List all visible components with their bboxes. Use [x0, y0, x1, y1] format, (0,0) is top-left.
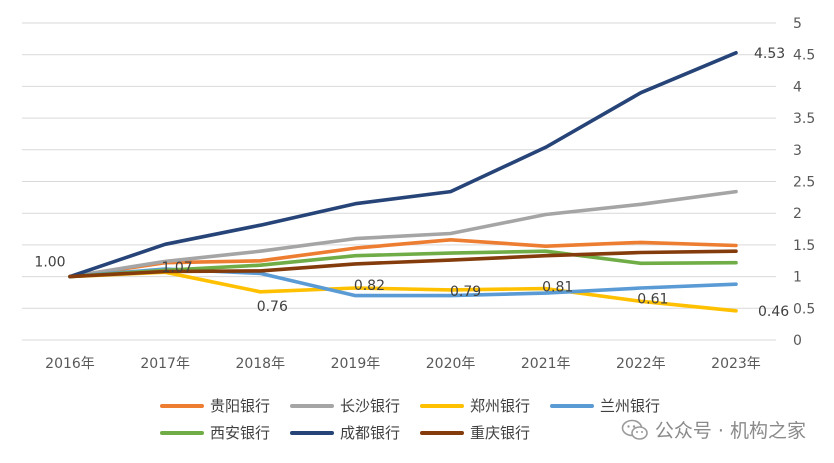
- legend-label: 兰州银行: [600, 397, 661, 415]
- legend-label: 成都银行: [340, 424, 401, 442]
- x-tick-label: 2021年: [521, 356, 571, 372]
- x-tick-label: 2018年: [235, 356, 285, 372]
- data-label: 0.46: [758, 304, 789, 320]
- series-line-6: [68, 50, 738, 279]
- y-tick-label: 1.5: [793, 238, 815, 254]
- y-tick-label: 3.5: [793, 111, 815, 127]
- y-tick-label: 3: [793, 143, 802, 159]
- legend: 贵阳银行 长沙银行 郑州银行 兰州银行西安银行 成都银行 重庆银行: [160, 392, 700, 446]
- watermark: 公众号 · 机构之家: [621, 416, 806, 443]
- legend-swatch: [290, 430, 334, 435]
- legend-item: 郑州银行: [420, 395, 546, 416]
- y-tick-label: 1: [793, 270, 802, 286]
- y-tick-label: 2.5: [793, 175, 815, 191]
- legend-item: 成都银行: [290, 422, 416, 443]
- x-tick-label: 2020年: [426, 356, 476, 372]
- y-tick-label: 2: [793, 206, 802, 222]
- legend-item: 兰州银行: [550, 395, 676, 416]
- legend-label: 长沙银行: [340, 397, 401, 415]
- legend-item: 贵阳银行: [160, 395, 286, 416]
- legend-label: 西安银行: [210, 424, 271, 442]
- y-tick-label: 0: [793, 333, 802, 349]
- data-label: 1.07: [162, 260, 193, 276]
- legend-swatch: [420, 403, 464, 408]
- series-line-5: [68, 249, 738, 279]
- series-line-1: [68, 238, 738, 279]
- x-tick-label: 2019年: [331, 356, 381, 372]
- legend-swatch: [160, 430, 204, 435]
- legend-item: 长沙银行: [290, 395, 416, 416]
- y-tick-label: 4.5: [793, 48, 815, 64]
- series-line-2: [68, 189, 738, 279]
- wechat-icon: [621, 419, 648, 440]
- legend-item: 重庆银行: [420, 422, 546, 443]
- legend-row: 西安银行 成都银行 重庆银行: [160, 419, 700, 446]
- series-line-7: [68, 249, 738, 279]
- legend-swatch: [160, 403, 204, 408]
- data-label: 0.81: [542, 280, 573, 296]
- legend-label: 郑州银行: [470, 397, 531, 415]
- legend-swatch: [420, 430, 464, 435]
- data-label: 4.53: [754, 46, 785, 62]
- legend-item: 西安银行: [160, 422, 286, 443]
- data-label: 0.79: [450, 284, 481, 300]
- data-label: 1.00: [34, 255, 65, 271]
- series-line-3: [68, 270, 738, 313]
- x-tick-label: 2023年: [711, 356, 761, 372]
- y-tick-label: 0.5: [793, 301, 815, 317]
- data-label: 0.76: [257, 299, 288, 315]
- y-tick-label: 5: [793, 16, 802, 32]
- data-label: 0.82: [354, 278, 385, 294]
- y-tick-label: 4: [793, 79, 802, 95]
- legend-label: 重庆银行: [470, 424, 531, 442]
- x-tick-label: 2016年: [45, 356, 95, 372]
- legend-swatch: [550, 403, 594, 408]
- data-label: 0.61: [637, 291, 668, 307]
- legend-row: 贵阳银行 长沙银行 郑州银行 兰州银行: [160, 392, 700, 419]
- watermark-text: 公众号 · 机构之家: [654, 420, 806, 442]
- legend-label: 贵阳银行: [210, 397, 271, 415]
- legend-swatch: [290, 403, 334, 408]
- x-tick-label: 2017年: [140, 356, 190, 372]
- x-tick-label: 2022年: [616, 356, 666, 372]
